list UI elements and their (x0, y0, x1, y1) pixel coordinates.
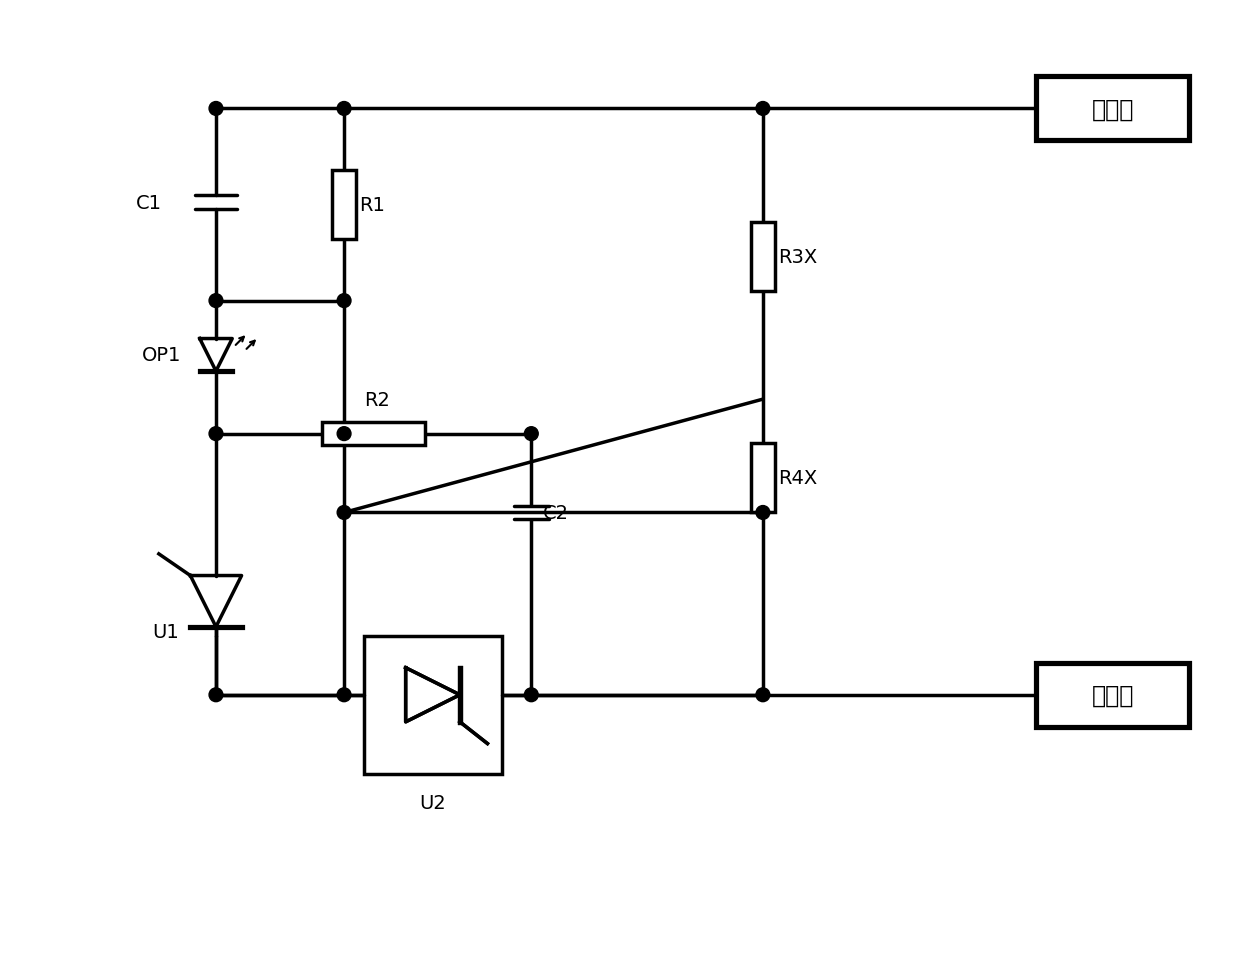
Circle shape (210, 102, 223, 116)
Circle shape (210, 427, 223, 441)
Text: R4X: R4X (777, 469, 817, 488)
Bar (363, 636, 502, 774)
Circle shape (337, 506, 351, 519)
Text: R2: R2 (363, 391, 389, 410)
Text: OP1: OP1 (143, 346, 181, 365)
Circle shape (525, 427, 538, 441)
Text: R1: R1 (358, 195, 384, 214)
Text: 输出地: 输出地 (1091, 683, 1133, 707)
Text: U1: U1 (153, 622, 179, 641)
Text: 输出正: 输出正 (1091, 97, 1133, 121)
Bar (751, 222, 775, 292)
Text: C1: C1 (135, 193, 161, 213)
Bar (1037, 77, 1189, 141)
Text: U2: U2 (419, 794, 446, 813)
Bar (751, 444, 775, 513)
Circle shape (337, 102, 351, 116)
Circle shape (210, 294, 223, 308)
Circle shape (756, 102, 770, 116)
Circle shape (756, 688, 770, 702)
Circle shape (337, 427, 351, 441)
Circle shape (210, 688, 223, 702)
Circle shape (525, 688, 538, 702)
Text: C2: C2 (543, 503, 569, 522)
Circle shape (337, 688, 351, 702)
Bar (322, 422, 425, 446)
Text: R3X: R3X (777, 248, 817, 267)
Circle shape (756, 506, 770, 519)
Bar (332, 171, 356, 240)
Bar (1037, 663, 1189, 727)
Circle shape (337, 294, 351, 308)
